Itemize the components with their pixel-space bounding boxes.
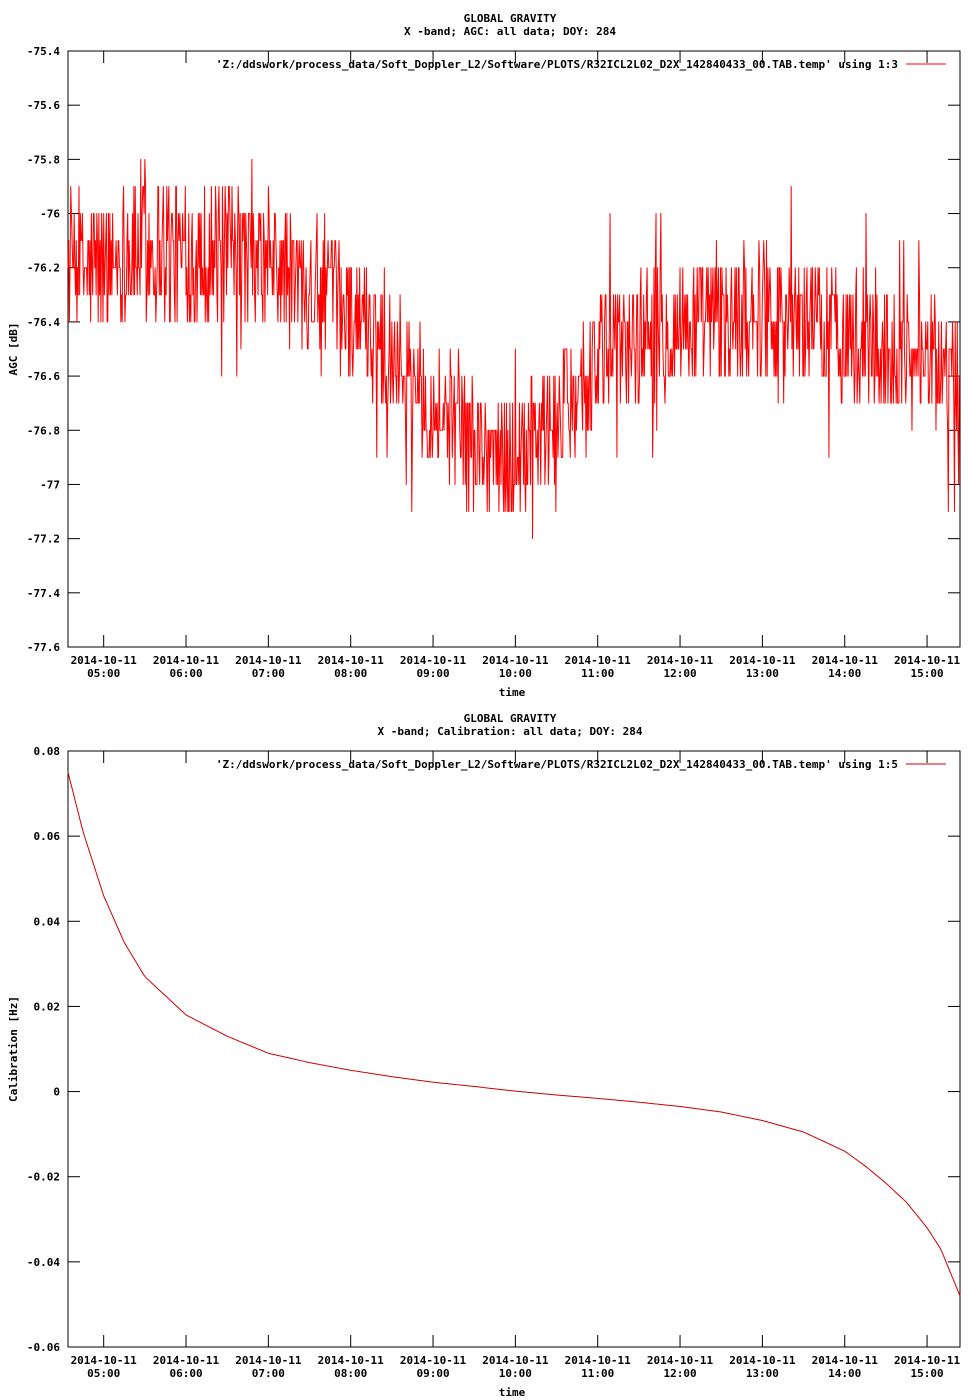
y-tick-label: -75.6	[27, 99, 60, 112]
y-axis-label: AGC [dB]	[7, 323, 20, 376]
legend-label: 'Z:/ddswork/process_data/Soft_Doppler_L2…	[216, 58, 898, 71]
x-tick-date-label: 2014-10-11	[318, 654, 385, 667]
chart-subtitle: X -band; Calibration: all data; DOY: 284	[378, 725, 643, 738]
x-tick-time-label: 05:00	[87, 667, 120, 680]
x-tick-date-label: 2014-10-11	[400, 1354, 467, 1367]
y-tick-label: -76.4	[27, 316, 60, 329]
chart-subtitle: X -band; AGC: all data; DOY: 284	[404, 25, 616, 38]
y-tick-label: -77	[40, 478, 60, 491]
y-tick-label: -77.2	[27, 533, 60, 546]
x-tick-time-label: 14:00	[828, 667, 861, 680]
x-tick-date-label: 2014-10-11	[482, 654, 549, 667]
x-tick-date-label: 2014-10-11	[565, 654, 632, 667]
x-tick-date-label: 2014-10-11	[565, 1354, 632, 1367]
x-tick-time-label: 10:00	[499, 1367, 532, 1380]
y-tick-label: -76.8	[27, 424, 60, 437]
x-axis-label: time	[499, 1386, 526, 1399]
chart-title: GLOBAL GRAVITY	[464, 712, 557, 725]
x-tick-time-label: 15:00	[911, 1367, 944, 1380]
series-line	[67, 158, 960, 540]
x-tick-time-label: 12:00	[663, 667, 696, 680]
x-tick-date-label: 2014-10-11	[647, 1354, 714, 1367]
x-tick-time-label: 08:00	[334, 1367, 367, 1380]
x-tick-date-label: 2014-10-11	[153, 1354, 220, 1367]
y-tick-label: -77.6	[27, 641, 60, 654]
chart-title: GLOBAL GRAVITY	[464, 12, 557, 25]
x-tick-time-label: 08:00	[334, 667, 367, 680]
y-tick-label: 0	[53, 1086, 60, 1099]
legend-label: 'Z:/ddswork/process_data/Soft_Doppler_L2…	[216, 758, 898, 771]
y-tick-label: -0.06	[27, 1341, 60, 1354]
x-tick-time-label: 07:00	[252, 667, 285, 680]
y-tick-label: -76.6	[27, 370, 60, 383]
x-tick-time-label: 13:00	[746, 1367, 779, 1380]
plot-frame	[67, 50, 961, 648]
x-tick-date-label: 2014-10-11	[71, 654, 138, 667]
x-tick-date-label: 2014-10-11	[647, 654, 714, 667]
series-line	[67, 772, 961, 1297]
x-tick-time-label: 14:00	[828, 1367, 861, 1380]
y-tick-label: -77.4	[27, 587, 60, 600]
x-tick-time-label: 06:00	[169, 667, 202, 680]
y-tick-label: 0.08	[34, 745, 61, 758]
x-tick-date-label: 2014-10-11	[894, 654, 961, 667]
x-tick-time-label: 15:00	[911, 667, 944, 680]
y-tick-label: -75.8	[27, 153, 60, 166]
x-tick-date-label: 2014-10-11	[482, 1354, 549, 1367]
y-tick-label: -75.4	[27, 45, 60, 58]
x-tick-time-label: 12:00	[663, 1367, 696, 1380]
x-tick-date-label: 2014-10-11	[812, 1354, 879, 1367]
x-tick-time-label: 07:00	[252, 1367, 285, 1380]
x-tick-time-label: 09:00	[416, 667, 449, 680]
x-tick-time-label: 11:00	[581, 667, 614, 680]
x-tick-time-label: 11:00	[581, 1367, 614, 1380]
y-tick-label: -76	[40, 208, 60, 221]
y-tick-label: 0.02	[34, 1000, 61, 1013]
y-tick-label: -76.2	[27, 262, 60, 275]
y-axis-label: Calibration [Hz]	[7, 996, 20, 1102]
x-axis-label: time	[499, 686, 526, 699]
y-tick-label: -0.02	[27, 1171, 60, 1184]
x-tick-time-label: 10:00	[499, 667, 532, 680]
x-tick-date-label: 2014-10-11	[894, 1354, 961, 1367]
x-tick-date-label: 2014-10-11	[400, 654, 467, 667]
x-tick-date-label: 2014-10-11	[235, 1354, 302, 1367]
x-tick-time-label: 05:00	[87, 1367, 120, 1380]
plot-frame	[67, 750, 961, 1348]
x-tick-date-label: 2014-10-11	[71, 1354, 138, 1367]
x-tick-date-label: 2014-10-11	[153, 654, 220, 667]
x-tick-date-label: 2014-10-11	[729, 654, 796, 667]
x-tick-time-label: 06:00	[169, 1367, 202, 1380]
x-tick-time-label: 09:00	[416, 1367, 449, 1380]
x-tick-date-label: 2014-10-11	[235, 654, 302, 667]
x-tick-date-label: 2014-10-11	[318, 1354, 385, 1367]
y-tick-label: 0.06	[34, 830, 61, 843]
y-tick-label: -0.04	[27, 1256, 60, 1269]
x-tick-date-label: 2014-10-11	[729, 1354, 796, 1367]
x-tick-date-label: 2014-10-11	[812, 654, 879, 667]
y-tick-label: 0.04	[34, 915, 61, 928]
x-tick-time-label: 13:00	[746, 667, 779, 680]
